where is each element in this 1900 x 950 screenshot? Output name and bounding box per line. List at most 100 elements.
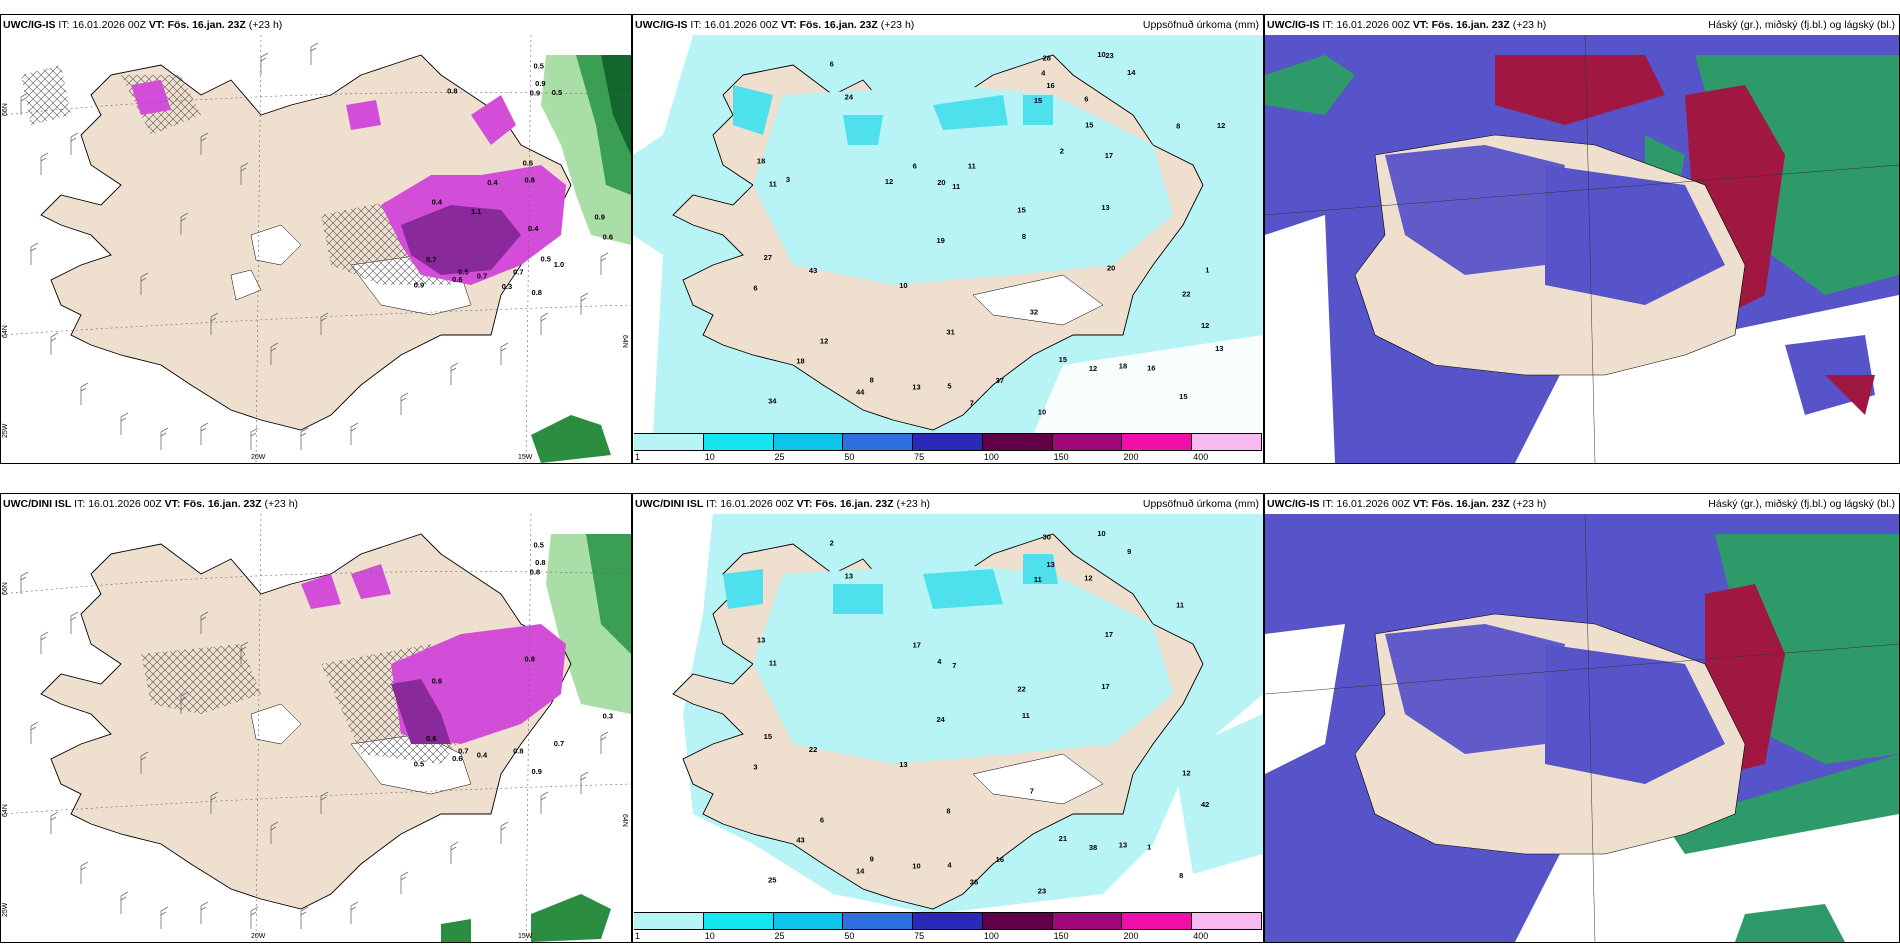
colorbar-swatch <box>913 433 983 451</box>
value-label: 13 <box>1101 203 1109 212</box>
value-label: 20 <box>1107 263 1115 272</box>
snow-values-top: 0.50.80.80.90.91.00.70.70.90.60.50.40.70… <box>414 62 613 297</box>
value-label: 15 <box>1179 392 1187 401</box>
colorbar-label: 25 <box>774 931 785 941</box>
svg-text:15W: 15W <box>518 933 533 940</box>
value-label: 4 <box>937 657 942 666</box>
value-label: 0.8 <box>525 654 535 663</box>
value-label: 1 <box>1205 266 1209 275</box>
value-label: 0.4 <box>487 178 498 187</box>
value-label: 1.1 <box>471 207 481 216</box>
value-label: 10 <box>912 862 920 871</box>
value-label: 0.6 <box>426 734 436 743</box>
value-label: 4 <box>947 861 952 870</box>
value-label: 13 <box>1046 560 1054 569</box>
value-label: 44 <box>856 388 865 397</box>
colorbar-swatch <box>843 433 914 451</box>
value-label: 8 <box>870 376 874 385</box>
lat-label-66: 66N <box>2 103 9 116</box>
value-label: 13 <box>1215 344 1223 353</box>
value-label: 6 <box>820 816 824 825</box>
value-label: 23 <box>1105 51 1113 60</box>
map-wind-snow-bottom: 66N 64N 25W 20W 15W 64N 0.70.80.90.80.80… <box>1 514 631 942</box>
colorbar-swatch <box>703 912 774 930</box>
colorbar-swatch <box>634 433 704 451</box>
colorbar-top: 1 10 25 50 75 100 150 200 400 <box>634 433 1262 463</box>
colorbar-swatch <box>1122 912 1193 930</box>
value-label: 0.9 <box>530 89 540 98</box>
value-label: 10 <box>899 281 907 290</box>
iceland-land <box>40 533 572 910</box>
value-label: 0.8 <box>535 558 545 567</box>
value-label: 21 <box>1059 834 1067 843</box>
value-label: 12 <box>885 177 893 186</box>
colorbar-label: 400 <box>1193 931 1209 941</box>
value-label: 25 <box>768 876 776 885</box>
value-label: 0.4 <box>432 197 443 206</box>
value-label: 0.8 <box>530 568 540 577</box>
value-label: 12 <box>1089 364 1097 373</box>
colorbar-label: 1 <box>635 931 641 941</box>
value-label: 32 <box>1030 308 1038 317</box>
colorbar-label: 1 <box>635 452 641 462</box>
panel-top-middle-precip: UWC/IG-IS IT: 16.01.2026 00Z VT: Fös. 16… <box>632 14 1264 464</box>
value-label: 11 <box>769 658 777 667</box>
value-label: 0.8 <box>531 288 541 297</box>
value-label: 0.5 <box>458 267 468 276</box>
value-label: 8 <box>946 806 950 815</box>
colorbar-label: 400 <box>1193 452 1209 462</box>
svg-text:64N: 64N <box>621 814 628 827</box>
value-label: 27 <box>764 253 772 262</box>
colorbar-label: 75 <box>914 452 925 462</box>
value-label: 11 <box>769 179 777 188</box>
value-label: 15 <box>1085 120 1093 129</box>
panel-top-left-wind-snow: UWC/IG-IS IT: 16.01.2026 00Z VT: Fös. 16… <box>0 14 632 464</box>
precip-values-top: 8810161512131834122843374424327151915610… <box>753 50 1225 416</box>
svg-text:20W: 20W <box>251 933 266 940</box>
map-clouds-top <box>1265 35 1899 463</box>
value-label: 0.6 <box>452 275 462 284</box>
value-label: 0.5 <box>414 760 424 769</box>
value-label: 8 <box>1179 871 1183 880</box>
value-label: 9 <box>870 855 874 864</box>
colorbar-label: 100 <box>983 452 999 462</box>
value-label: 30 <box>1043 533 1051 542</box>
value-label: 4 <box>1041 69 1046 78</box>
colorbar-swatch <box>1052 912 1123 930</box>
value-label: 17 <box>1105 151 1113 160</box>
value-label: 0.8 <box>525 175 535 184</box>
value-label: 24 <box>845 92 854 101</box>
value-label: 34 <box>768 397 777 406</box>
colorbar-label: 50 <box>844 452 855 462</box>
value-label: 8 <box>1022 232 1026 241</box>
value-label: 13 <box>757 635 765 644</box>
colorbar-label: 10 <box>704 931 715 941</box>
value-label: 0.7 <box>554 739 564 748</box>
value-label: 22 <box>1182 290 1190 299</box>
value-label: 6 <box>1084 95 1088 104</box>
value-label: 12 <box>1201 321 1209 330</box>
value-label: 13 <box>899 760 907 769</box>
value-label: 0.6 <box>432 676 442 685</box>
value-label: 13 <box>912 383 920 392</box>
value-label: 15 <box>764 732 772 741</box>
value-label: 19 <box>936 236 944 245</box>
value-label: 0.6 <box>603 232 613 241</box>
colorbar-swatch <box>773 912 844 930</box>
value-label: 1.0 <box>554 260 564 269</box>
colorbar-label: 150 <box>1053 452 1069 462</box>
value-label: 0.5 <box>552 88 562 97</box>
colorbar-label: 100 <box>983 931 999 941</box>
value-label: 0.4 <box>528 224 539 233</box>
value-label: 16 <box>1046 81 1054 90</box>
colorbar-swatch <box>1192 912 1262 930</box>
value-label: 13 <box>845 571 853 580</box>
value-label: 0.9 <box>414 281 424 290</box>
value-label: 31 <box>946 327 954 336</box>
panel-bottom-left-wind-snow: UWC/DINI ISL IT: 16.01.2026 00Z VT: Fös.… <box>0 493 632 943</box>
value-label: 10 <box>1097 529 1105 538</box>
value-label: 6 <box>753 284 757 293</box>
value-label: 7 <box>970 398 974 407</box>
lat-label-64: 64N <box>2 325 9 338</box>
value-label: 42 <box>1201 800 1209 809</box>
